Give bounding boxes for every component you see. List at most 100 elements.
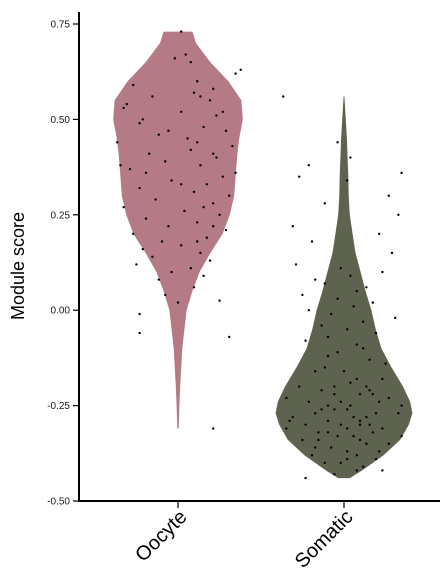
data-point-somatic [352,434,355,438]
data-point-oocyte [128,167,132,171]
data-point-somatic [397,213,400,216]
data-point-oocyte [144,171,148,175]
data-point-oocyte [141,118,144,121]
data-point-somatic [355,454,358,457]
data-point-somatic [374,412,378,415]
data-point-somatic [358,423,362,426]
data-point-somatic [397,412,400,415]
data-point-somatic [368,423,371,426]
data-point-oocyte [215,156,218,159]
data-point-oocyte [192,286,196,289]
data-point-oocyte [180,244,183,247]
data-point-oocyte [234,171,237,175]
data-point-somatic [291,225,294,228]
data-point-somatic [365,415,368,419]
data-point-somatic [330,312,333,316]
data-point-somatic [374,331,378,335]
data-point-oocyte [224,228,228,232]
data-point-somatic [381,469,384,472]
data-point-somatic [362,347,365,350]
data-point-somatic [358,392,362,396]
data-point-somatic [400,171,403,175]
data-point-somatic [310,240,314,243]
data-point-oocyte [228,335,231,339]
data-point-oocyte [212,427,215,430]
data-point-somatic [317,431,320,434]
data-point-somatic [307,309,310,312]
data-point-somatic [326,335,330,339]
data-point-somatic [387,194,390,197]
data-point-oocyte [183,209,186,213]
data-point-somatic [349,156,352,159]
data-point-somatic [381,377,384,381]
data-point-somatic [352,305,355,308]
data-point-somatic [314,278,317,281]
data-point-somatic [378,400,381,403]
data-point-somatic [362,320,365,323]
data-point-somatic [371,431,374,434]
data-point-somatic [333,392,336,396]
data-point-oocyte [186,137,189,140]
data-point-somatic [282,95,285,98]
data-point-oocyte [125,102,128,106]
data-point-somatic [294,263,298,266]
data-point-somatic [291,415,294,419]
data-point-somatic [307,163,310,167]
data-point-somatic [323,282,326,285]
data-point-oocyte [221,175,224,178]
data-point-oocyte [205,236,208,239]
data-point-somatic [346,328,349,331]
data-point-oocyte [170,270,173,274]
data-point-somatic [355,289,358,293]
data-point-somatic [346,450,349,453]
data-point-oocyte [192,190,196,194]
data-point-somatic [301,293,304,297]
data-point-somatic [336,350,339,354]
data-point-somatic [358,419,362,423]
data-point-somatic [339,423,342,426]
data-point-oocyte [135,263,138,266]
data-point-oocyte [215,114,218,117]
data-point-somatic [336,434,339,438]
data-point-somatic [400,404,403,407]
data-point-oocyte [176,301,180,304]
data-point-somatic [298,385,301,388]
data-point-oocyte [196,141,199,144]
data-point-somatic [358,438,362,442]
data-point-oocyte [164,160,167,163]
data-point-somatic [342,370,346,373]
data-point-somatic [339,400,342,403]
data-point-oocyte [141,247,144,251]
data-point-oocyte [167,225,170,228]
data-point-somatic [349,404,352,407]
data-point-somatic [368,358,371,362]
data-point-oocyte [167,129,170,133]
data-point-somatic [349,381,352,384]
data-point-somatic [365,442,368,445]
data-point-somatic [355,469,358,472]
data-point-somatic [304,339,307,342]
data-point-somatic [390,251,394,255]
data-point-somatic [323,366,326,369]
data-point-somatic [339,267,342,270]
data-point-oocyte [180,30,183,33]
data-point-somatic [339,461,342,465]
data-point-somatic [400,434,403,438]
data-point-oocyte [151,255,154,258]
data-point-somatic [352,415,355,419]
x-tick-label-oocyte: Oocyte [131,506,191,566]
y-ticks: 0.75 0.50 0.25 0.00 -0.25 -0.50 [47,20,79,508]
y-tick-label: -0.25 [47,401,70,412]
y-axis-title: Module score [8,212,28,320]
data-point-oocyte [196,221,199,224]
data-point-oocyte [132,232,135,236]
data-point-oocyte [228,194,231,197]
data-point-oocyte [160,240,164,243]
data-point-oocyte [180,110,183,113]
data-point-oocyte [239,68,242,71]
data-point-oocyte [221,110,224,113]
data-point-oocyte [224,129,228,133]
data-point-somatic [333,473,336,476]
data-point-oocyte [212,152,215,155]
